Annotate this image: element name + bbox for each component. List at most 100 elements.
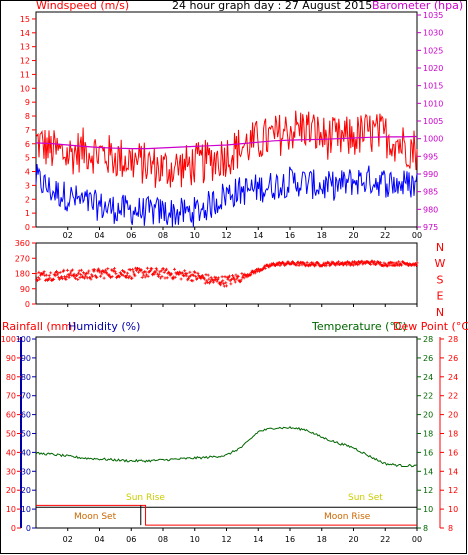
dew-tick-label: 16 (448, 448, 458, 457)
direction-point (209, 275, 213, 279)
wind-tick-label: 6 (25, 140, 30, 149)
baro-tick-label: 1010 (423, 99, 443, 108)
direction-point (238, 280, 242, 284)
direction-point (253, 271, 257, 275)
wind-x-tick-label: 02 (63, 231, 73, 240)
rain-tick-label: 90 (6, 354, 16, 363)
baro-tick-label: 1025 (423, 46, 443, 55)
direction-point (131, 267, 135, 271)
temperature-axis-label: Temperature (°C) (311, 320, 407, 333)
humidity-tick-label: 20 (21, 486, 31, 495)
direction-point (226, 277, 230, 281)
direction-point (77, 269, 81, 273)
direction-point (156, 274, 160, 278)
direction-point (216, 278, 220, 282)
direction-point (372, 262, 376, 266)
direction-point (311, 261, 315, 265)
barometer-line (35, 135, 418, 150)
temp-tick-label: 26 (423, 354, 433, 363)
direction-point (200, 274, 204, 277)
direction-point (93, 268, 97, 272)
direction-point (233, 280, 237, 284)
bottom-x-tick-label: 22 (380, 535, 390, 544)
direction-point (71, 268, 75, 272)
humidity-tick-label: 70 (21, 392, 31, 401)
direction-point (185, 272, 189, 275)
direction-point (334, 263, 338, 267)
compass-label: E (437, 290, 444, 303)
wind-x-tick-label: 06 (126, 231, 136, 240)
direction-point (106, 267, 110, 271)
bottom-x-tick-label: 12 (221, 535, 231, 544)
humidity-tick-label: 30 (21, 467, 31, 476)
direction-point (131, 270, 135, 274)
bottom-x-tick-label: 02 (63, 535, 73, 544)
direction-point (130, 276, 134, 280)
rain-tick-label: 30 (6, 467, 16, 476)
direction-point (134, 268, 138, 272)
direction-point (228, 279, 232, 283)
direction-point (53, 274, 57, 278)
direction-point (67, 276, 71, 279)
rain-tick-label: 80 (6, 373, 16, 382)
dew-tick-label: 22 (448, 392, 458, 401)
direction-point (57, 275, 61, 279)
direction-point (216, 276, 220, 280)
direction-point (56, 271, 60, 275)
bottom-x-tick-label: 18 (317, 535, 327, 544)
wind-x-tick-label: 20 (348, 231, 358, 240)
direction-point (95, 275, 99, 279)
direction-point (373, 260, 376, 264)
direction-point (60, 275, 64, 279)
direction-point (72, 272, 76, 276)
dew-tick-label: 14 (448, 467, 458, 476)
dir-tick-label: 90 (20, 285, 30, 294)
direction-point (62, 268, 66, 272)
direction-point (87, 269, 91, 273)
direction-point (191, 279, 195, 283)
direction-point (68, 271, 72, 275)
direction-point (276, 263, 280, 267)
direction-point (206, 280, 209, 284)
windspeed-gust-line (35, 110, 418, 188)
baro-tick-label: 1035 (423, 11, 443, 20)
direction-point (152, 272, 156, 276)
direction-point (221, 279, 225, 283)
direction-point (78, 276, 82, 279)
wind-tick-label: 7 (25, 126, 30, 135)
direction-point (76, 278, 80, 281)
direction-point (48, 276, 52, 280)
direction-point (49, 271, 53, 275)
direction-point (37, 270, 41, 274)
direction-point (400, 263, 404, 267)
direction-point (90, 274, 94, 278)
direction-point (207, 277, 211, 281)
dew-tick-label: 24 (448, 373, 458, 382)
humidity-tick-label: 100 (16, 335, 31, 344)
direction-point (305, 260, 309, 264)
baro-tick-label: 1020 (423, 64, 443, 73)
windspeed-avg-line (35, 164, 418, 228)
direction-point (82, 276, 86, 280)
direction-point (234, 273, 238, 277)
baro-tick-label: 975 (423, 223, 438, 232)
direction-point (205, 279, 209, 283)
direction-point (235, 277, 239, 281)
direction-point (229, 282, 233, 286)
direction-point (193, 271, 197, 275)
temp-tick-label: 12 (423, 486, 433, 495)
direction-point (360, 259, 364, 263)
direction-point (145, 266, 149, 270)
direction-point (223, 275, 227, 279)
bottom-x-tick-label: 16 (285, 535, 295, 544)
bottom-x-tick-label: 10 (190, 535, 200, 544)
wind-x-tick-label: 08 (158, 231, 168, 240)
wind-x-tick-label: 12 (221, 231, 231, 240)
wind-tick-label: 1 (25, 209, 30, 218)
direction-point (225, 284, 228, 288)
baro-tick-label: 980 (423, 205, 438, 214)
windspeed-axis-label: Windspeed (m/s) (36, 0, 129, 12)
